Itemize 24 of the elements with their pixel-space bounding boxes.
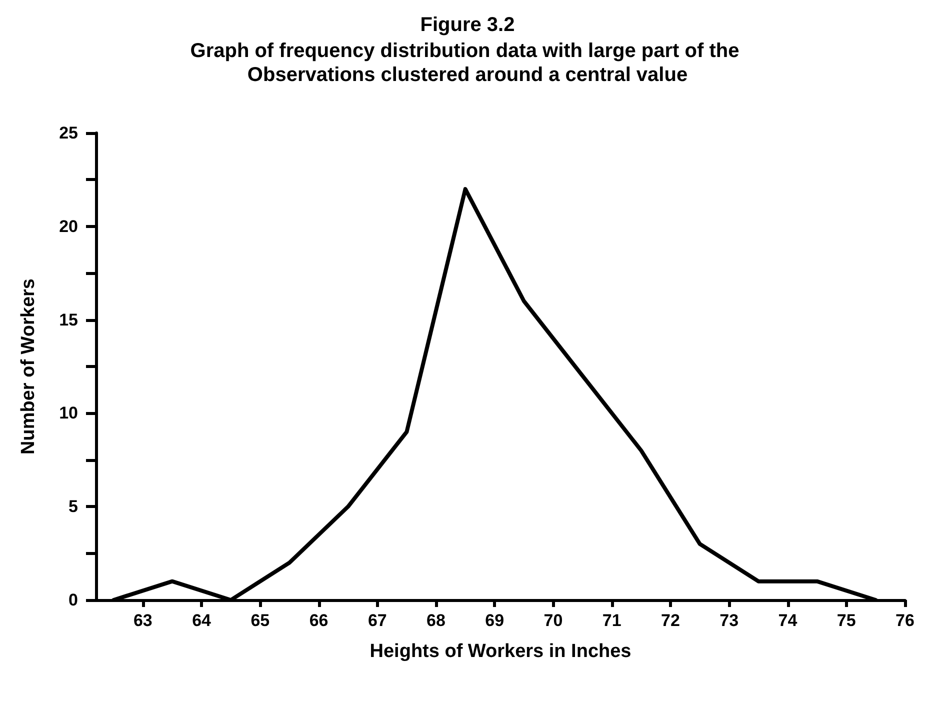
x-tick-label: 74 <box>778 611 798 630</box>
x-tick-label: 70 <box>544 611 563 630</box>
x-tick-label: 75 <box>836 611 856 630</box>
x-tick-label: 69 <box>485 611 504 630</box>
y-tick-label: 10 <box>59 404 78 423</box>
x-tick-label: 68 <box>426 611 446 630</box>
x-tick-label: 63 <box>133 611 152 630</box>
x-tick-label: 72 <box>661 611 680 630</box>
x-tick-label: 65 <box>250 611 270 630</box>
x-axis-title: Heights of Workers in Inches <box>370 641 632 662</box>
y-tick-label: 5 <box>68 497 78 516</box>
y-axis-title: Number of Workers <box>18 278 39 454</box>
x-tick-label: 73 <box>720 611 739 630</box>
x-tick-label: 64 <box>192 611 212 630</box>
y-tick-label: 0 <box>68 590 78 610</box>
x-tick-label: 71 <box>602 611 622 630</box>
x-tick-label: 66 <box>309 611 328 630</box>
y-tick-label: 15 <box>59 310 78 330</box>
chart-title: Figure 3.2 <box>420 14 515 36</box>
y-tick-label: 25 <box>59 124 78 142</box>
chart-subtitle: Graph of frequency distribution data with large part of the Observations clustered around a central value <box>190 40 745 86</box>
x-tick-label: 76 <box>896 611 914 630</box>
x-tick-label: 67 <box>368 611 387 630</box>
y-tick-label: 20 <box>59 216 78 236</box>
